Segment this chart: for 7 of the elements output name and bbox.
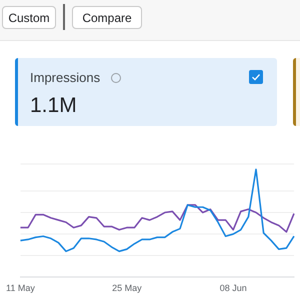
text: Impressions (30, 70, 100, 85)
text: Custom (2, 6, 56, 29)
text: Compare (72, 6, 142, 29)
text: 1.1M (30, 94, 77, 118)
x-tick-label: 11 May (6, 283, 36, 294)
x-tick-label: 08 Jun (220, 283, 247, 294)
x-tick-label: 25 May (112, 283, 142, 294)
